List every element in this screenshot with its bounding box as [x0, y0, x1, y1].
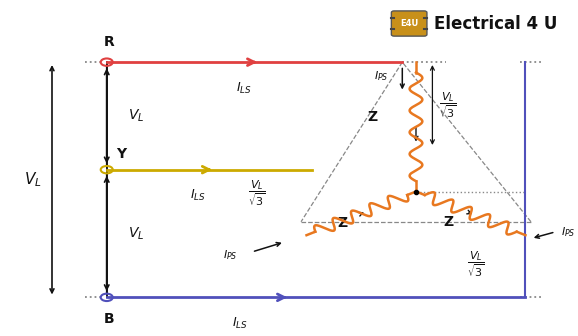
Text: $\dfrac{V_L}{\sqrt{3}}$: $\dfrac{V_L}{\sqrt{3}}$ [439, 90, 457, 120]
Text: $I_{LS}$: $I_{LS}$ [191, 188, 206, 203]
Text: Z: Z [367, 110, 377, 124]
Text: $V_L$: $V_L$ [128, 108, 144, 124]
Text: Electrical 4 U: Electrical 4 U [434, 14, 557, 33]
Text: B: B [104, 312, 115, 327]
Text: $\dfrac{V_L}{\sqrt{3}}$: $\dfrac{V_L}{\sqrt{3}}$ [249, 178, 266, 208]
Text: $V_L$: $V_L$ [128, 225, 144, 242]
Text: $I_{PS}$: $I_{PS}$ [374, 69, 388, 83]
FancyBboxPatch shape [391, 11, 427, 36]
Text: R: R [104, 35, 115, 49]
Text: Z: Z [337, 216, 347, 230]
Text: Z: Z [444, 215, 454, 229]
Text: Y: Y [117, 147, 127, 161]
Text: $I_{PS}$: $I_{PS}$ [561, 225, 576, 239]
Text: E4U: E4U [400, 19, 418, 28]
Text: $\dfrac{V_L}{\sqrt{3}}$: $\dfrac{V_L}{\sqrt{3}}$ [467, 249, 485, 279]
Text: $I_{LS}$: $I_{LS}$ [232, 316, 248, 331]
Text: $V_L$: $V_L$ [24, 170, 42, 189]
Text: $I_{PS}$: $I_{PS}$ [223, 248, 237, 262]
Text: $I_{LS}$: $I_{LS}$ [236, 81, 251, 96]
